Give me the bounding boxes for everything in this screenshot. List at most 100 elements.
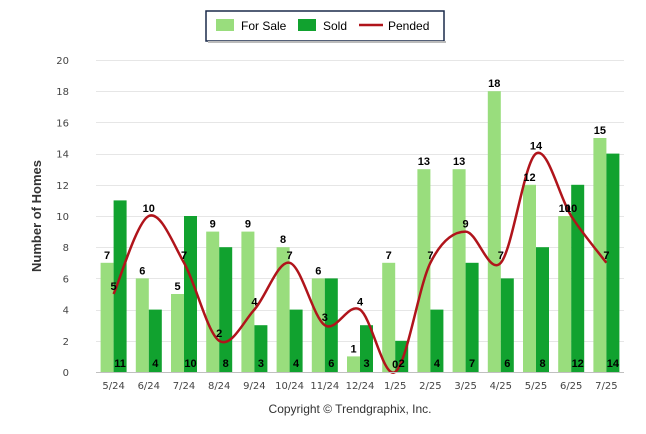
x-tick-label: 11/24 <box>310 381 339 392</box>
sold-bar <box>430 309 444 372</box>
sold-label: 2 <box>399 358 405 370</box>
for-sale-label: 13 <box>453 156 465 168</box>
sold-bar <box>113 200 127 372</box>
for-sale-bar <box>135 278 149 372</box>
for-sale-bar <box>311 278 325 372</box>
for-sale-label: 5 <box>174 281 180 293</box>
sold-label: 6 <box>504 358 510 370</box>
x-tick-label: 3/25 <box>454 381 476 392</box>
x-tick-label: 7/25 <box>595 381 617 392</box>
for-sale-label: 18 <box>488 78 500 90</box>
for-sale-bar <box>417 169 431 372</box>
pended-label: 10 <box>565 203 577 215</box>
x-tick-label: 5/24 <box>102 381 124 392</box>
for-sale-bar <box>558 216 572 372</box>
pended-label: 7 <box>287 250 293 262</box>
y-tick-label: 16 <box>56 118 69 129</box>
sold-bar <box>536 247 549 372</box>
for-sale-bar <box>241 231 255 372</box>
x-tick-label: 5/25 <box>525 381 547 392</box>
x-axis-ticks: 5/24 6/24 7/24 8/24 9/24 10/24 11/24 12/24 1/25 2… <box>102 381 617 392</box>
pended-label: 5 <box>111 281 117 293</box>
x-tick-label: 8/24 <box>208 381 230 392</box>
sold-label: 12 <box>572 358 584 370</box>
for-sale-bar <box>347 356 360 372</box>
sold-bar <box>465 262 479 372</box>
for-sale-bar <box>276 247 290 372</box>
y-tick-label: 18 <box>56 87 69 98</box>
x-tick-label: 7/24 <box>173 381 195 392</box>
legend-box <box>205 10 445 42</box>
legend-pended-label: Pended <box>388 19 429 33</box>
for-sale-bar <box>487 91 501 372</box>
for-sale-bar <box>206 231 220 372</box>
x-tick-label: 12/24 <box>346 381 375 392</box>
x-tick-label: 2/25 <box>419 381 441 392</box>
y-tick-label: 2 <box>63 337 69 348</box>
legend-for-sale-label: For Sale <box>241 19 287 33</box>
x-tick-label: 1/25 <box>384 381 406 392</box>
y-tick-label: 8 <box>63 243 69 254</box>
for-sale-label: 9 <box>210 219 216 231</box>
legend-sold-swatch <box>298 19 316 31</box>
pended-label: 2 <box>216 328 222 340</box>
sold-bar <box>148 309 162 372</box>
y-axis-ticks: 0 2 4 6 8 10 12 14 16 18 20 <box>56 56 69 379</box>
legend-for-sale-swatch <box>216 19 234 31</box>
pended-label: 7 <box>603 250 609 262</box>
x-tick-label: 6/24 <box>138 381 160 392</box>
for-sale-label: 7 <box>386 250 392 262</box>
sold-label: 10 <box>184 358 196 370</box>
sold-label: 14 <box>607 358 620 370</box>
sold-bar <box>360 325 373 372</box>
legend: For Sale Sold Pended <box>205 10 446 43</box>
for-sale-label: 8 <box>280 234 286 246</box>
pended-label: 0 <box>392 359 398 371</box>
pended-label: 3 <box>322 312 328 324</box>
pended-line <box>112 151 608 374</box>
sold-label: 8 <box>223 358 229 370</box>
pended-label: 14 <box>530 141 543 153</box>
pended-label: 4 <box>251 297 258 309</box>
for-sale-label: 7 <box>104 250 110 262</box>
sold-label: 4 <box>152 358 159 370</box>
pended-label: 9 <box>463 219 469 231</box>
for-sale-bar <box>382 262 396 372</box>
for-sale-label: 10 <box>559 203 571 215</box>
pended-line-layer <box>112 151 608 374</box>
for-sale-label: 1 <box>350 343 356 355</box>
y-tick-label: 10 <box>56 212 69 223</box>
pended-label: 10 <box>143 203 155 215</box>
sold-label: 4 <box>434 358 441 370</box>
sold-bar <box>289 309 303 372</box>
y-tick-label: 6 <box>63 274 69 285</box>
y-tick-label: 12 <box>56 181 69 192</box>
sold-bar <box>184 216 197 372</box>
sold-label: 3 <box>363 358 369 370</box>
x-tick-label: 10/24 <box>275 381 304 392</box>
sold-label: 3 <box>258 358 264 370</box>
sold-label: 4 <box>293 358 300 370</box>
for-sale-bar <box>100 262 114 372</box>
sold-label: 6 <box>328 358 334 370</box>
y-tick-label: 4 <box>63 306 69 317</box>
pended-label: 7 <box>181 250 187 262</box>
for-sale-bar <box>171 294 184 372</box>
legend-sold-label: Sold <box>323 19 347 33</box>
for-sale-label: 13 <box>418 156 430 168</box>
for-sale-label: 9 <box>245 219 251 231</box>
x-tick-label: 9/24 <box>243 381 265 392</box>
for-sale-bar <box>452 169 466 372</box>
legend-shadow <box>208 41 446 43</box>
pended-label: 7 <box>498 250 504 262</box>
data-labels: 7115641051079829348476631347201347137918… <box>104 78 620 371</box>
for-sale-label: 6 <box>139 265 145 277</box>
pended-label: 4 <box>357 297 364 309</box>
sold-label: 7 <box>469 358 475 370</box>
copyright-text: Copyright © Trendgraphix, Inc. <box>269 402 432 416</box>
for-sale-label: 15 <box>594 125 606 137</box>
sold-bar <box>254 325 268 372</box>
x-tick-label: 4/25 <box>490 381 512 392</box>
bars <box>100 91 620 372</box>
